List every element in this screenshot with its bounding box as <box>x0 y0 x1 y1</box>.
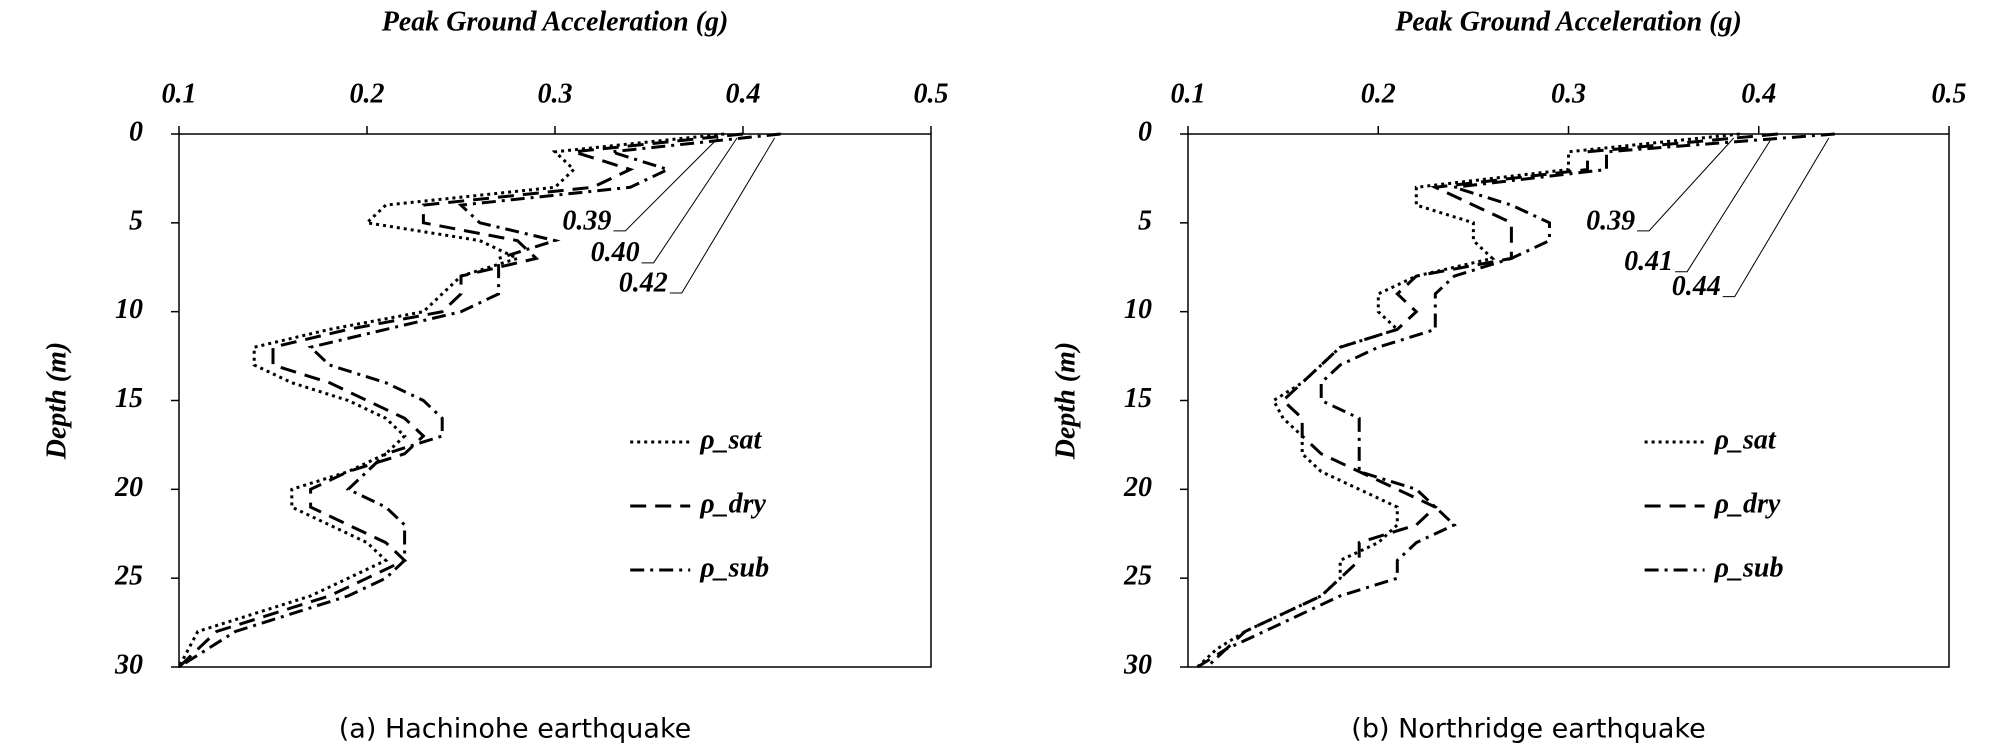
y-tick-label: 0 <box>1138 116 1152 147</box>
y-tick-label: 20 <box>114 472 143 503</box>
x-axis-title: Peak Ground Acceleration (g) <box>381 6 729 37</box>
plot-frame <box>178 133 932 668</box>
annotation-leader <box>613 137 719 232</box>
annotation-leader <box>641 137 738 264</box>
x-axis-title: Peak Ground Acceleration (g) <box>1394 6 1742 37</box>
annotation: 0.39 <box>1586 205 1635 236</box>
caption: (a) Hachinohe earthquake <box>339 714 691 745</box>
legend-label: ρ_sub <box>699 552 769 583</box>
data-line <box>178 132 781 669</box>
legend-label: ρ_sat <box>1714 424 1777 455</box>
x-tick-label: 0.1 <box>162 78 197 109</box>
data-line <box>177 132 744 669</box>
legend-label: ρ_dry <box>1714 488 1781 519</box>
x-tick-label: 0.5 <box>1932 78 1967 109</box>
data-line <box>1196 132 1778 669</box>
annotation: 0.40 <box>591 237 640 268</box>
caption: (b) Northridge earthquake <box>1351 714 1705 745</box>
y-axis-title: Depth (m) <box>41 342 72 460</box>
annotation: 0.39 <box>562 205 611 236</box>
chart-panel: Peak Ground Acceleration (g) Depth (m) (a)… <box>41 6 948 744</box>
x-tick-label: 0.2 <box>350 78 385 109</box>
y-tick-label: 30 <box>1123 649 1152 680</box>
y-tick-label: 15 <box>1124 383 1152 414</box>
annotation: 0.42 <box>619 267 668 298</box>
y-tick-label: 5 <box>129 205 143 236</box>
plot-frame <box>1187 133 1950 668</box>
legend-label: ρ_sat <box>699 424 762 455</box>
y-tick-label: 0 <box>129 116 143 147</box>
y-tick-label: 30 <box>114 649 143 680</box>
data-line <box>1205 132 1835 669</box>
y-axis-title: Depth (m) <box>1050 342 1081 460</box>
legend-label: ρ_dry <box>699 488 766 519</box>
chart-panel: Peak Ground Acceleration (g) Depth (m) (b)… <box>1050 6 1966 744</box>
x-tick-label: 0.4 <box>726 78 761 109</box>
x-tick-label: 0.2 <box>1361 78 1396 109</box>
annotation: 0.44 <box>1672 271 1721 302</box>
x-tick-label: 0.3 <box>1551 78 1586 109</box>
y-tick-label: 5 <box>1138 205 1152 236</box>
data-line <box>1196 132 1740 669</box>
annotation: 0.41 <box>1624 246 1673 277</box>
x-tick-label: 0.5 <box>914 78 949 109</box>
annotation-leader <box>669 137 776 294</box>
legend-label: ρ_sub <box>1714 552 1784 583</box>
x-tick-label: 0.3 <box>538 78 573 109</box>
y-tick-label: 25 <box>1123 561 1152 592</box>
y-tick-label: 10 <box>1124 294 1152 325</box>
annotation-leader <box>1722 137 1830 298</box>
y-tick-label: 15 <box>115 383 143 414</box>
annotation-leader <box>1675 137 1773 273</box>
annotation-leader <box>1637 137 1735 232</box>
y-tick-label: 10 <box>115 294 143 325</box>
data-line <box>177 132 725 668</box>
y-tick-label: 20 <box>1123 472 1152 503</box>
x-tick-label: 0.1 <box>1171 78 1206 109</box>
y-tick-label: 25 <box>114 561 143 592</box>
x-tick-label: 0.4 <box>1741 78 1776 109</box>
